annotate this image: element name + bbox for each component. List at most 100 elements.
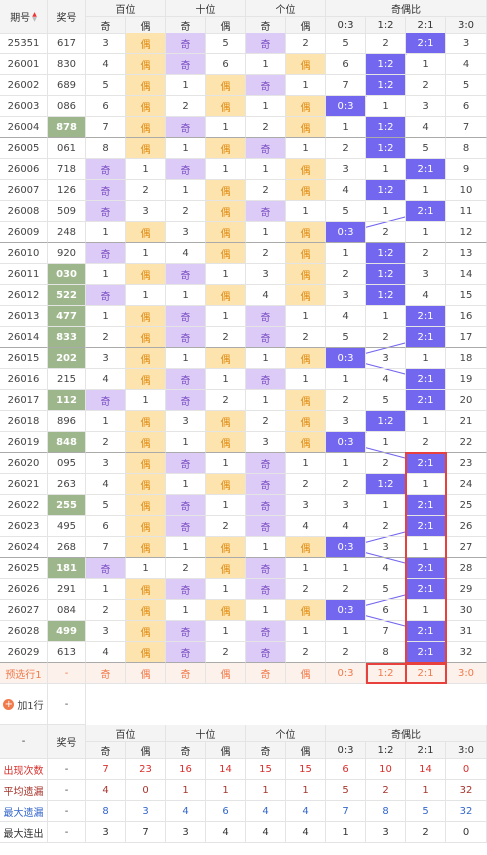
prediction-cell[interactable]: 1:2: [366, 663, 406, 684]
prize-number: 522: [48, 285, 86, 306]
omission-cell: 1: [166, 600, 206, 621]
omission-cell: 8: [366, 642, 406, 663]
omission-cell: 3: [86, 33, 126, 54]
hit-cell: 奇: [166, 33, 206, 54]
stat-value: 3: [366, 822, 406, 843]
hit-cell: 奇: [246, 621, 286, 642]
omission-cell: 9: [446, 159, 487, 180]
stat-value: 0: [126, 780, 166, 801]
omission-cell: 4: [326, 306, 366, 327]
sort-header[interactable]: 期号 ▲ ▼: [0, 0, 48, 34]
hit-cell: 奇: [166, 495, 206, 516]
sort-icon[interactable]: ▲ ▼: [32, 10, 37, 23]
sub-header: 3:0: [446, 742, 487, 759]
hit-cell: 偶: [286, 348, 326, 369]
omission-cell: 1: [206, 306, 246, 327]
hit-cell: 偶: [126, 621, 166, 642]
period: 26013: [0, 306, 48, 327]
omission-cell: 8: [446, 138, 487, 159]
prediction-cell[interactable]: 2:1: [406, 663, 446, 684]
hit-cell: 偶: [286, 432, 326, 453]
period: 26005: [0, 138, 48, 159]
period: 26003: [0, 96, 48, 117]
group-header: 个位: [246, 725, 326, 742]
sub-header: 0:3: [326, 742, 366, 759]
hit-cell: 奇: [246, 201, 286, 222]
omission-cell: 2: [326, 642, 366, 663]
omission-cell: 2: [286, 579, 326, 600]
hit-cell: 奇: [166, 516, 206, 537]
hit-cell: 奇: [86, 558, 126, 579]
hit-cell: 偶: [126, 306, 166, 327]
period: 26016: [0, 369, 48, 390]
header-cell: 奖号: [48, 725, 86, 759]
stat-value: 1: [406, 780, 446, 801]
hit-cell: 奇: [166, 390, 206, 411]
omission-cell: 6: [86, 96, 126, 117]
prediction-cell[interactable]: 0:3: [326, 663, 366, 684]
omission-cell: 5: [446, 75, 487, 96]
hit-cell: 2:1: [406, 369, 446, 390]
prediction-cell[interactable]: 偶: [286, 663, 326, 684]
prediction-cell[interactable]: 奇: [246, 663, 286, 684]
hit-cell: 2:1: [406, 516, 446, 537]
hit-cell: 2:1: [406, 453, 446, 474]
stat-value: 1: [246, 780, 286, 801]
hit-cell: 偶: [286, 222, 326, 243]
omission-cell: 2: [166, 201, 206, 222]
prediction-cell[interactable]: 奇: [86, 663, 126, 684]
omission-cell: 2: [286, 33, 326, 54]
hit-cell: 奇: [246, 516, 286, 537]
omission-cell: 3: [86, 453, 126, 474]
hit-cell: 奇: [86, 180, 126, 201]
hit-cell: 1:2: [366, 54, 406, 75]
stat-value: 4: [86, 780, 126, 801]
add-icon[interactable]: +: [3, 698, 15, 710]
omission-cell: 18: [446, 348, 487, 369]
omission-cell: 1: [366, 495, 406, 516]
stat-value: 3: [166, 822, 206, 843]
prediction-cell[interactable]: 奇: [166, 663, 206, 684]
hit-cell: 偶: [286, 54, 326, 75]
omission-cell: 3: [366, 348, 406, 369]
prediction-cell[interactable]: 3:0: [446, 663, 487, 684]
omission-cell: 1: [86, 579, 126, 600]
omission-cell: 1: [366, 306, 406, 327]
hit-cell: 奇: [166, 54, 206, 75]
stat-value: 4: [166, 801, 206, 822]
prize-number: 112: [48, 390, 86, 411]
stat-value: 5: [326, 780, 366, 801]
omission-cell: 1: [246, 537, 286, 558]
omission-cell: 1: [206, 453, 246, 474]
omission-cell: 1: [286, 621, 326, 642]
prize-number: 291: [48, 579, 86, 600]
period: 25351: [0, 33, 48, 54]
prediction-cell[interactable]: 偶: [206, 663, 246, 684]
prize-number: 030: [48, 264, 86, 285]
omission-cell: 1: [126, 390, 166, 411]
prize-number: 477: [48, 306, 86, 327]
prediction-cell[interactable]: 偶: [126, 663, 166, 684]
omission-cell: 2: [246, 117, 286, 138]
add-row-label[interactable]: 加1行: [17, 700, 44, 712]
sub-header: 偶: [206, 17, 246, 34]
hit-cell: 偶: [286, 537, 326, 558]
omission-cell: 24: [446, 474, 487, 495]
omission-cell: 1: [206, 495, 246, 516]
omission-cell: 7: [446, 117, 487, 138]
add-row-button[interactable]: + 加1行: [0, 684, 48, 725]
omission-cell: 6: [206, 54, 246, 75]
prize-number: 613: [48, 642, 86, 663]
period: 26014: [0, 327, 48, 348]
omission-cell: 1: [246, 600, 286, 621]
hit-cell: 奇: [166, 642, 206, 663]
header-text: 期号: [10, 13, 31, 24]
omission-cell: 1: [206, 369, 246, 390]
hit-cell: 偶: [126, 369, 166, 390]
stat-value: 4: [246, 822, 286, 843]
omission-cell: 2: [86, 327, 126, 348]
omission-cell: 4: [326, 180, 366, 201]
omission-cell: 1: [166, 348, 206, 369]
group-header: 奇偶比: [326, 0, 487, 17]
stat-value: 23: [126, 759, 166, 780]
